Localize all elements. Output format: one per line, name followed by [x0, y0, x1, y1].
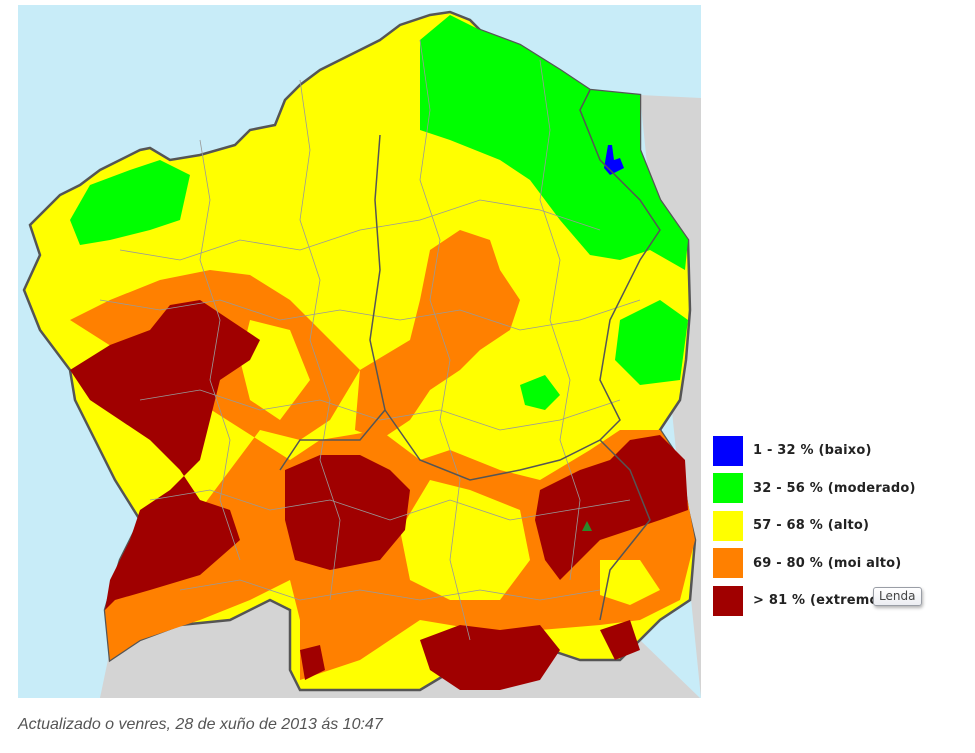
legend-swatch-moi-alto	[713, 548, 743, 579]
zone-moderado-ne	[420, 15, 688, 270]
legend-label: 32 - 56 % (moderado)	[753, 480, 916, 496]
legend-item-moi-alto: 69 - 80 % (moi alto)	[713, 545, 963, 583]
legend-swatch-moderado	[713, 473, 743, 504]
legend-item-alto: 57 - 68 % (alto)	[713, 507, 963, 545]
zone-moderado-e	[615, 300, 688, 385]
zone-baixo	[604, 145, 624, 175]
risk-map	[18, 5, 701, 698]
marker-triangle-icon	[582, 521, 592, 531]
municipal-borders	[99, 39, 641, 641]
legend-label: 1 - 32 % (baixo)	[753, 443, 872, 459]
zone-extremo-se	[535, 435, 688, 580]
legend-tooltip: Lenda	[873, 587, 923, 606]
galicia-map-svg	[18, 5, 701, 698]
legend-label: 69 - 80 % (moi alto)	[753, 555, 902, 571]
province-borders	[279, 89, 661, 621]
legend-label: > 81 % (extremo)	[753, 593, 885, 609]
zone-moi-alto-central	[355, 230, 520, 440]
zone-extremo-south	[420, 625, 560, 690]
legend-swatch-extremo	[713, 585, 743, 616]
update-caption: Actualizado o venres, 28 de xuño de 2013…	[18, 716, 383, 733]
zone-extremo-central	[285, 455, 410, 570]
zone-extremo-west	[70, 300, 260, 610]
legend-item-baixo: 1 - 32 % (baixo)	[713, 432, 963, 470]
legend-item-extremo: > 81 % (extremo)	[713, 582, 963, 620]
legend-label: 57 - 68 % (alto)	[753, 518, 870, 534]
legend-swatch-baixo	[713, 435, 743, 466]
legend-swatch-alto	[713, 510, 743, 541]
zone-moderado-nw	[70, 160, 190, 245]
map-legend: 1 - 32 % (baixo) 32 - 56 % (moderado) 57…	[713, 432, 963, 620]
legend-item-moderado: 32 - 56 % (moderado)	[713, 470, 963, 508]
